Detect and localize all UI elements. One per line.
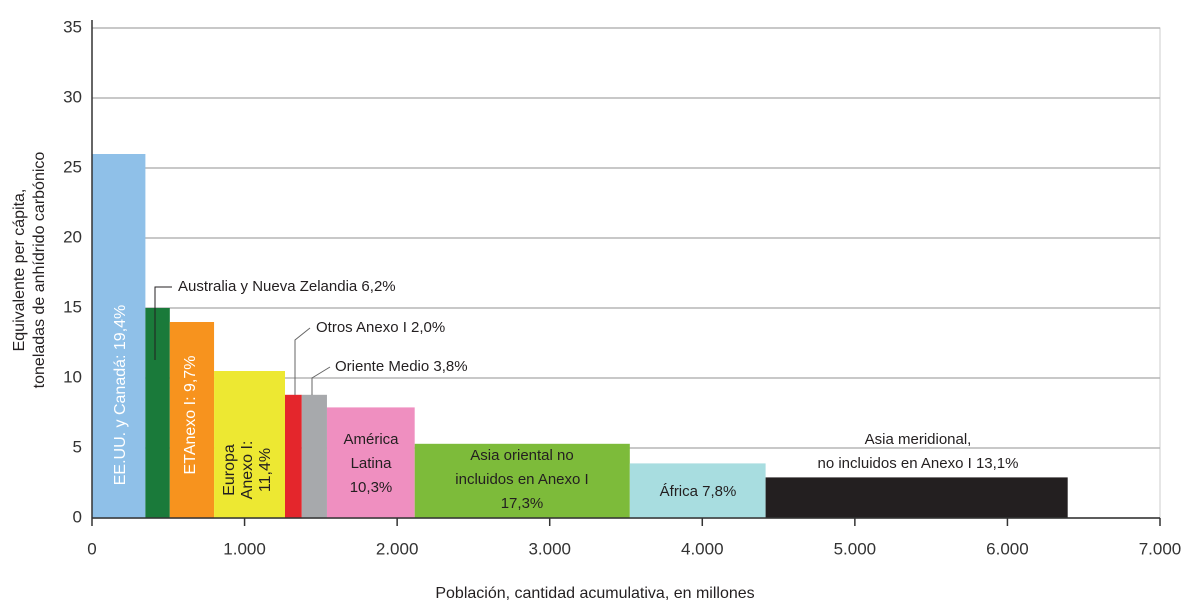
y-tick-label: 10 bbox=[63, 367, 82, 386]
bar-label: no incluidos en Anexo I 13,1% bbox=[818, 455, 1019, 472]
bar-label: Europa bbox=[221, 444, 238, 496]
y-tick-label: 5 bbox=[73, 437, 82, 456]
bar bbox=[169, 322, 215, 518]
x-tick-label: 2.000 bbox=[376, 539, 419, 558]
y-axis-label: Equivalente per cápita, bbox=[11, 189, 28, 352]
y-tick-label: 20 bbox=[63, 227, 82, 246]
callout-label: Otros Anexo I 2,0% bbox=[316, 319, 445, 336]
bar-label: África 7,8% bbox=[660, 483, 737, 500]
bar bbox=[629, 463, 766, 518]
bar-label: 17,3% bbox=[501, 495, 544, 512]
x-tick-label: 7.000 bbox=[1139, 539, 1182, 558]
bar-label: 10,3% bbox=[350, 479, 393, 496]
bar bbox=[301, 394, 327, 518]
bar-label: Asia oriental no bbox=[470, 447, 573, 464]
bar bbox=[765, 477, 1068, 518]
bar bbox=[145, 308, 170, 518]
y-tick-label: 25 bbox=[63, 157, 82, 176]
bar bbox=[92, 154, 146, 518]
leader-line bbox=[311, 366, 331, 395]
callout-label: Australia y Nueva Zelandia 6,2% bbox=[178, 278, 396, 295]
bar-label: Latina bbox=[351, 455, 393, 472]
bar-label: 11,4% bbox=[257, 448, 274, 492]
callout-label: Oriente Medio 3,8% bbox=[335, 358, 468, 375]
bar-label: Asia meridional, bbox=[865, 431, 972, 448]
y-tick-label: 35 bbox=[63, 17, 82, 36]
x-axis-label: Población, cantidad acumulativa, en mill… bbox=[435, 585, 754, 602]
y-tick-label: 30 bbox=[63, 87, 82, 106]
y-axis-label: toneladas de anhídrido carbónico bbox=[31, 152, 48, 389]
x-tick-label: 0 bbox=[87, 539, 96, 558]
bar bbox=[214, 371, 286, 518]
bar-label: EE.UU. y Canadá: 19,4% bbox=[112, 305, 129, 486]
bar bbox=[326, 407, 415, 518]
bar-label: América bbox=[343, 431, 399, 448]
x-tick-label: 6.000 bbox=[986, 539, 1029, 558]
x-tick-label: 1.000 bbox=[223, 539, 266, 558]
y-tick-label: 0 bbox=[73, 507, 82, 526]
bar-label: ETAnexo I: 9,7% bbox=[182, 356, 199, 475]
x-tick-label: 3.000 bbox=[528, 539, 571, 558]
bar-label: Anexo I: bbox=[239, 441, 256, 500]
y-tick-label: 15 bbox=[63, 297, 82, 316]
x-tick-label: 4.000 bbox=[681, 539, 724, 558]
bar bbox=[414, 443, 630, 518]
leader-line bbox=[294, 327, 311, 395]
x-tick-label: 5.000 bbox=[834, 539, 877, 558]
bar bbox=[285, 394, 302, 518]
leader-line bbox=[154, 286, 172, 360]
bar-label: incluidos en Anexo I bbox=[455, 471, 588, 488]
